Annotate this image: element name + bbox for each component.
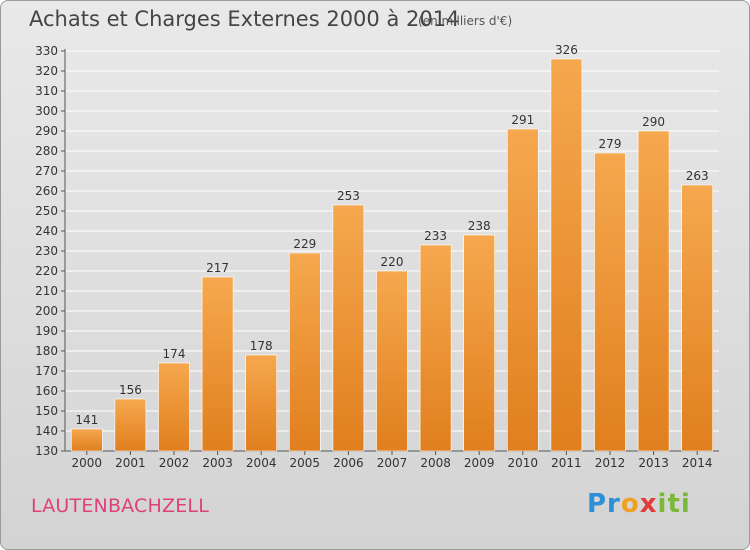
x-tick-labels: 2000 2001 2002 2003 2004 2005 2006 2007 2008 2009… xyxy=(72,451,713,470)
x-tick-label: 2005 xyxy=(290,456,321,470)
bar-2001 xyxy=(114,398,147,452)
y-tick-label: 230 xyxy=(35,244,58,258)
bar-2000 xyxy=(71,428,103,452)
x-tick-label: 2004 xyxy=(246,456,277,470)
y-tick-label: 150 xyxy=(35,404,58,418)
y-tick-label: 190 xyxy=(35,324,58,338)
bar-2014 xyxy=(681,184,714,452)
x-tick-label: 2010 xyxy=(508,456,539,470)
logo-part-2: o xyxy=(620,489,640,519)
y-tick-label: 200 xyxy=(35,304,58,318)
logo-part-3: x xyxy=(639,489,658,519)
data-label: 178 xyxy=(250,339,273,353)
y-tick-label: 160 xyxy=(35,384,58,398)
town-name: LAUTENBACHZELL xyxy=(31,495,209,517)
x-tick-label: 2013 xyxy=(638,456,669,470)
bar-2012 xyxy=(594,152,626,452)
y-tick-label: 310 xyxy=(35,84,58,98)
data-label: 263 xyxy=(686,169,709,183)
x-tick-label: 2000 xyxy=(72,456,103,470)
logo-part-4: iti xyxy=(657,489,691,519)
y-tick-label: 290 xyxy=(35,124,58,138)
bar-2008 xyxy=(419,244,452,452)
bar-2009 xyxy=(463,234,496,452)
y-tick-label: 220 xyxy=(35,264,58,278)
x-tick-label: 2006 xyxy=(333,456,364,470)
data-label: 156 xyxy=(119,383,142,397)
data-label: 290 xyxy=(642,115,665,129)
data-label: 174 xyxy=(163,347,186,361)
y-tick-label: 240 xyxy=(35,224,58,238)
x-tick-label: 2002 xyxy=(159,456,190,470)
x-tick-label: 2011 xyxy=(551,456,582,470)
data-label: 220 xyxy=(381,255,404,269)
data-label: 229 xyxy=(293,237,316,251)
y-tick-label: 270 xyxy=(35,164,58,178)
data-label: 233 xyxy=(424,229,447,243)
x-tick-label: 2007 xyxy=(377,456,408,470)
y-tick-label: 140 xyxy=(35,424,58,438)
proxiti-logo[interactable]: Proxiti xyxy=(587,489,691,519)
y-tick-label: 170 xyxy=(35,364,58,378)
data-label: 141 xyxy=(75,413,98,427)
bar-2011 xyxy=(550,58,583,452)
unit-note: (en milliers d'€) xyxy=(418,14,513,28)
bar-2007 xyxy=(376,270,408,452)
data-labels: 141 156 174 217 178 229 253 220 233 238 291 326 279 2… xyxy=(75,43,708,427)
x-tick-label: 2009 xyxy=(464,456,495,470)
chart-title: Achats et Charges Externes 2000 à 2014 xyxy=(29,7,460,31)
data-label: 279 xyxy=(599,137,622,151)
x-tick-label: 2012 xyxy=(595,456,626,470)
bar-2006 xyxy=(332,204,365,452)
data-label: 217 xyxy=(206,261,229,275)
y-tick-labels: 130 140 150 160 170 180 190 200 210 220 230 240 250 2… xyxy=(35,44,58,458)
data-label: 253 xyxy=(337,189,360,203)
y-tick-label: 210 xyxy=(35,284,58,298)
bar-2003 xyxy=(201,276,234,452)
y-tick-label: 280 xyxy=(35,144,58,158)
y-tick-label: 300 xyxy=(35,104,58,118)
bar-2010 xyxy=(506,128,539,452)
bar-2002 xyxy=(158,362,190,452)
bars xyxy=(71,58,714,452)
x-tick-label: 2014 xyxy=(682,456,713,470)
x-tick-label: 2001 xyxy=(115,456,146,470)
data-label: 326 xyxy=(555,43,578,57)
y-tick-label: 320 xyxy=(35,64,58,78)
data-label: 291 xyxy=(511,113,534,127)
y-tick-label: 130 xyxy=(35,444,58,458)
y-tick-label: 250 xyxy=(35,204,58,218)
x-tick-label: 2008 xyxy=(420,456,451,470)
y-tick-label: 180 xyxy=(35,344,58,358)
y-tick-label: 330 xyxy=(35,44,58,58)
x-tick-label: 2003 xyxy=(202,456,233,470)
bar-2013 xyxy=(637,130,670,452)
y-tick-label: 260 xyxy=(35,184,58,198)
bar-2004 xyxy=(245,354,277,452)
logo-part-1: Pr xyxy=(587,489,621,519)
bar-2005 xyxy=(288,252,321,452)
data-label: 238 xyxy=(468,219,491,233)
